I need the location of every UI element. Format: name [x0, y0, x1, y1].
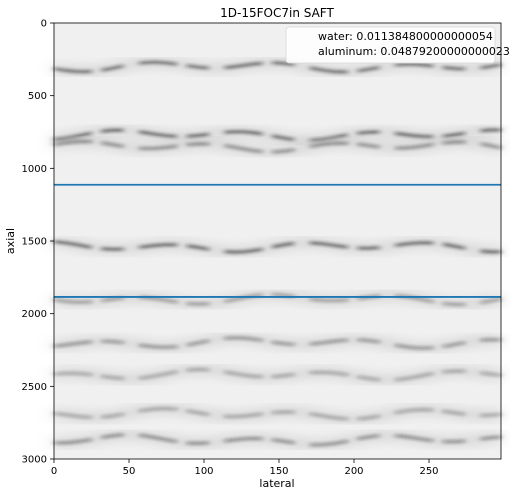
legend: water: 0.011384800000000054 aluminum: 0.…: [285, 26, 510, 64]
y-axis-ticks: 0 500 1000 1500 2000 2500 3000: [22, 19, 54, 466]
reflector-band: [53, 61, 502, 74]
reflector-band: [53, 433, 502, 446]
heatmap-image: [53, 57, 503, 450]
y-tick-label: 0: [41, 19, 47, 30]
y-tick-label: 2500: [22, 382, 47, 393]
chart-title: 1D-15FOC7in SAFT: [220, 6, 334, 20]
legend-entry-water: water: 0.011384800000000054: [318, 30, 493, 43]
reflector-band: [53, 128, 501, 142]
x-tick-label: 50: [123, 466, 136, 477]
x-tick-label: 250: [419, 466, 438, 477]
reflector-band: [53, 140, 502, 154]
x-tick-label: 150: [269, 466, 288, 477]
y-tick-label: 1500: [22, 237, 47, 248]
x-tick-label: 0: [51, 466, 57, 477]
reflector-band: [53, 240, 501, 254]
y-axis-label: axial: [4, 228, 17, 254]
reflector-band: [53, 336, 502, 350]
y-tick-label: 2000: [22, 309, 47, 320]
reflector-band: [53, 407, 502, 421]
x-axis-label: lateral: [259, 477, 294, 490]
y-tick-label: 1000: [22, 164, 47, 175]
plot-area: [53, 22, 503, 460]
y-tick-label: 500: [28, 91, 47, 102]
y-tick-label: 3000: [22, 455, 47, 466]
x-tick-label: 100: [194, 466, 213, 477]
reflector-band: [53, 368, 502, 382]
legend-box: [285, 26, 496, 64]
horizontal-lines: [54, 183, 501, 298]
reflector-band: [53, 293, 502, 306]
x-axis-ticks: 0 50 100 150 200 250: [51, 459, 439, 477]
x-tick-label: 200: [344, 466, 363, 477]
legend-entry-aluminum: aluminum: 0.04879200000000023: [318, 45, 510, 58]
